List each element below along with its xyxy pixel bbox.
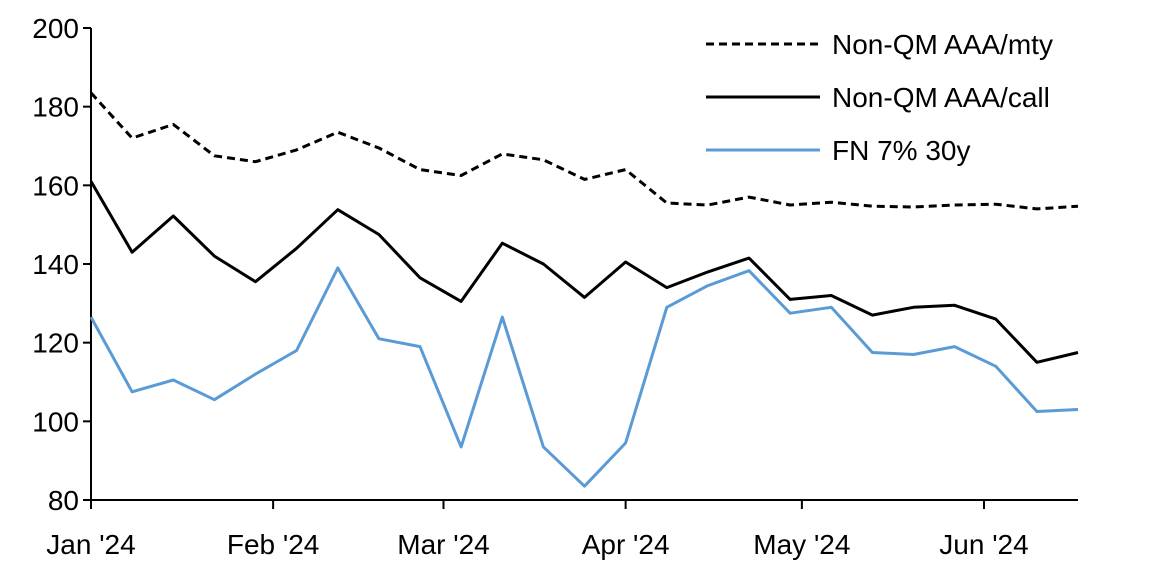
series-lines (89, 91, 1079, 488)
x-tick-label: Apr '24 (582, 529, 670, 560)
y-tick-label: 120 (32, 328, 79, 359)
y-tick-label: 200 (32, 13, 79, 44)
legend: Non-QM AAA/mty Non-QM AAA/call FN 7% 30y (706, 29, 1053, 166)
legend-label-fn-7-30y: FN 7% 30y (832, 135, 971, 166)
legend-label-non-qm-aaa-call: Non-QM AAA/call (832, 82, 1050, 113)
y-tick-label: 180 (32, 92, 79, 123)
series-line-fn-7-30y (89, 266, 1079, 488)
series-line-non-qm-aaa-mty (89, 91, 1079, 211)
x-tick-label: May '24 (753, 529, 850, 560)
x-tick-label: Mar '24 (397, 529, 490, 560)
series-line-non-qm-aaa-call (89, 180, 1079, 364)
y-tick-label: 100 (32, 406, 79, 437)
legend-label-non-qm-aaa-mty: Non-QM AAA/mty (832, 29, 1053, 60)
x-tick-label: Jun '24 (939, 529, 1028, 560)
axes: 80 100 120 140 160 180 200 Jan '24 Feb '24 Mar '2… (32, 13, 1078, 560)
x-tick-label: Jan '24 (46, 529, 135, 560)
y-tick-label: 160 (32, 170, 79, 201)
y-tick-label: 80 (48, 485, 79, 516)
y-tick-label: 140 (32, 249, 79, 280)
x-tick-label: Feb '24 (227, 529, 320, 560)
